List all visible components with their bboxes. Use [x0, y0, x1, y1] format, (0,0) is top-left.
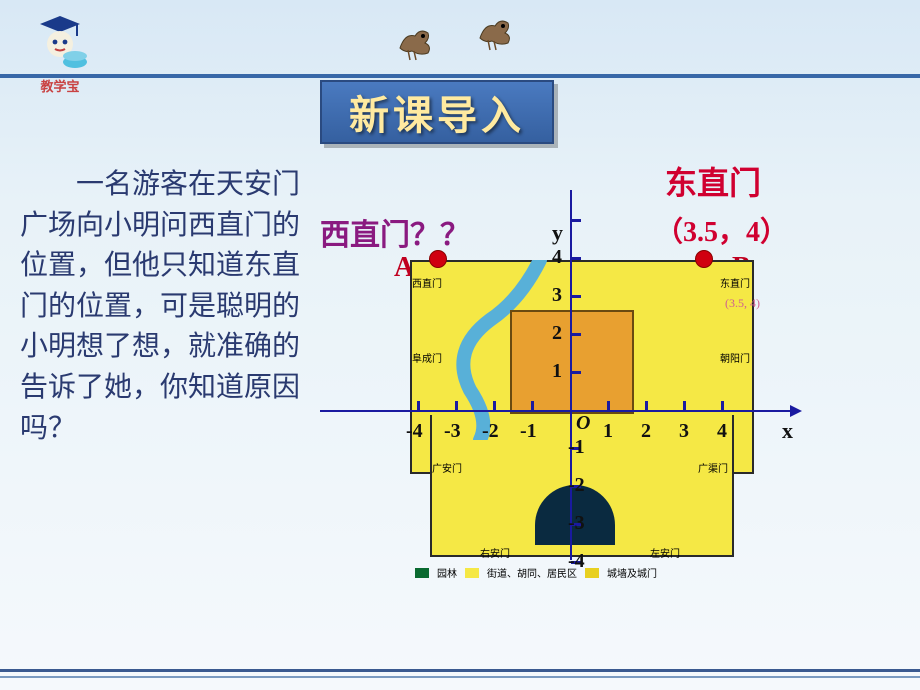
y-tick [571, 371, 581, 374]
y-tick-label: 3 [552, 284, 562, 307]
y-axis-label: y [552, 220, 563, 246]
x-tick-label: 3 [679, 420, 689, 443]
x-tick-label: -3 [444, 420, 461, 443]
map-label-xizhimen: 西直门 [412, 275, 442, 290]
y-tick [571, 257, 581, 260]
legend-label-1: 园林 [437, 565, 457, 580]
bottom-stripe-1 [0, 669, 920, 672]
y-axis [570, 190, 572, 560]
x-tick-label: 2 [641, 420, 651, 443]
legend-swatch-3 [585, 568, 599, 578]
x-tick [493, 401, 496, 411]
y-tick-label: -1 [568, 436, 585, 459]
origin-label: O [576, 412, 590, 435]
bottom-stripe-2 [0, 676, 920, 678]
point-a [429, 250, 447, 268]
x-axis-label: x [782, 418, 793, 444]
x-axis [320, 410, 800, 412]
decorative-bird-2 [470, 8, 520, 53]
y-tick [571, 219, 581, 222]
map-label-guangqumen: 广渠门 [698, 460, 728, 475]
x-tick [531, 401, 534, 411]
y-tick-label: 1 [552, 360, 562, 383]
logo-icon [30, 12, 90, 72]
title-banner: 新课导入 [320, 80, 554, 144]
x-tick-label: 4 [717, 420, 727, 443]
legend-swatch-2 [465, 568, 479, 578]
legend-label-3: 城墙及城门 [607, 565, 657, 580]
x-tick [607, 401, 610, 411]
y-tick-label: 2 [552, 322, 562, 345]
x-tick [683, 401, 686, 411]
point-b [695, 250, 713, 268]
passage-text: 一名游客在天安门广场向小明问西直门的位置，但他只知道东直门的位置，可是聪明的小明… [20, 165, 305, 449]
brand-logo: 教学宝 [20, 12, 100, 95]
top-stripe [0, 74, 920, 78]
map-label-youanmen: 右安门 [480, 545, 510, 560]
y-tick-label: -4 [568, 550, 585, 573]
passage-content: 一名游客在天安门广场向小明问西直门的位置，但他只知道东直门的位置，可是聪明的小明… [20, 169, 300, 444]
map-label-guanganmen: 广安门 [432, 460, 462, 475]
small-coord-b: (3.5, 4) [725, 296, 760, 311]
map-legend: 园林 街道、胡同、居民区 城墙及城门 [415, 565, 657, 580]
x-tick [455, 401, 458, 411]
x-tick [417, 401, 420, 411]
y-tick [571, 295, 581, 298]
map-label-chaoyangmen: 朝阳门 [720, 350, 750, 365]
logo-text: 教学宝 [20, 76, 100, 95]
map-label-zuoanmen: 左安门 [650, 545, 680, 560]
y-tick [571, 333, 581, 336]
y-tick-label: -2 [568, 474, 585, 497]
y-tick-label: -3 [568, 512, 585, 535]
x-tick-label: -1 [520, 420, 537, 443]
y-tick-label: 4 [552, 246, 562, 269]
coordinate-map-chart: 西直门 东直门 阜成门 朝阳门 广安门 广渠门 右安门 左安门 -4 -3 -2 -1… [320, 200, 800, 620]
map-label-dongzhimen: 东直门 [720, 275, 750, 290]
legend-label-2: 街道、胡同、居民区 [487, 565, 577, 580]
map-label-fuchengmen: 阜成门 [412, 350, 442, 365]
x-tick-label: -2 [482, 420, 499, 443]
map-forbidden-city [510, 310, 634, 414]
x-tick [721, 401, 724, 411]
x-tick [645, 401, 648, 411]
legend-swatch-1 [415, 568, 429, 578]
x-tick-label: -4 [406, 420, 423, 443]
decorative-bird-1 [390, 18, 440, 63]
lesson-title: 新课导入 [349, 83, 525, 141]
label-dongzhimen: 东直门 [665, 158, 761, 204]
x-tick-label: 1 [603, 420, 613, 443]
